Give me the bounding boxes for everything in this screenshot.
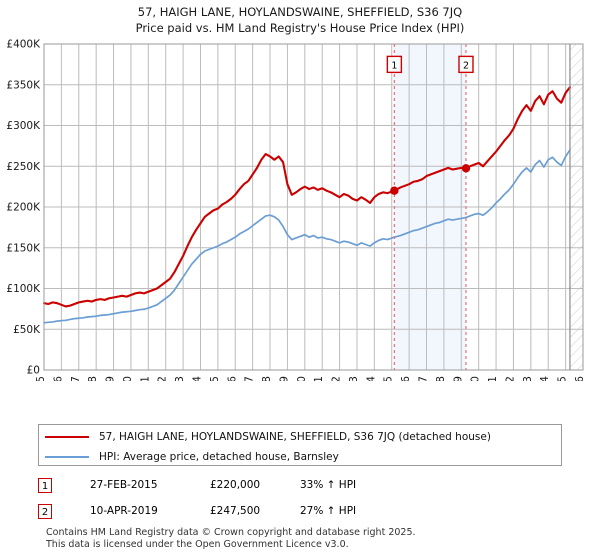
svg-text:1: 1	[391, 60, 397, 71]
sale-hpi-delta-1: 33% ↑ HPI	[300, 479, 357, 491]
svg-text:2024: 2024	[539, 376, 551, 381]
svg-text:£400K: £400K	[6, 39, 41, 51]
svg-text:2017: 2017	[418, 376, 430, 381]
legend-item-hpi: HPI: Average price, detached house, Barn…	[39, 447, 561, 467]
sale-date-1: 27-FEB-2015	[90, 479, 158, 491]
legend-label-property: 57, HAIGH LANE, HOYLANDSWAINE, SHEFFIELD…	[99, 431, 491, 443]
svg-text:£0: £0	[27, 365, 40, 377]
svg-text:1997: 1997	[70, 376, 82, 381]
svg-text:£50K: £50K	[13, 324, 41, 336]
svg-text:£150K: £150K	[6, 242, 41, 254]
title-line-1: 57, HAIGH LANE, HOYLANDSWAINE, SHEFFIELD…	[137, 5, 463, 19]
svg-text:2025: 2025	[557, 376, 569, 381]
svg-text:2014: 2014	[365, 376, 377, 381]
legend-label-hpi: HPI: Average price, detached house, Barn…	[99, 451, 339, 463]
sales-table: 1 27-FEB-2015 £220,000 33% ↑ HPI 2 10-AP…	[38, 472, 468, 524]
chart-legend: 57, HAIGH LANE, HOYLANDSWAINE, SHEFFIELD…	[38, 424, 562, 466]
copyright-footer: Contains HM Land Registry data © Crown c…	[46, 527, 586, 551]
legend-swatch-hpi	[45, 456, 89, 458]
series-lines	[42, 86, 572, 324]
svg-text:2001: 2001	[139, 376, 151, 381]
svg-text:2016: 2016	[400, 376, 412, 381]
svg-text:2: 2	[463, 60, 469, 71]
page-title: 57, HAIGH LANE, HOYLANDSWAINE, SHEFFIELD…	[0, 4, 600, 36]
legend-item-property: 57, HAIGH LANE, HOYLANDSWAINE, SHEFFIELD…	[39, 427, 561, 447]
svg-text:2002: 2002	[157, 376, 169, 381]
title-line-2: Price paid vs. HM Land Registry's House …	[135, 21, 465, 35]
svg-text:2018: 2018	[435, 376, 447, 381]
legend-swatch-property	[45, 436, 89, 438]
sale-hpi-delta-2: 27% ↑ HPI	[300, 505, 357, 517]
gridlines	[43, 43, 584, 371]
svg-text:1998: 1998	[87, 376, 99, 381]
footer-line-1: Contains HM Land Registry data © Crown c…	[46, 527, 416, 538]
svg-text:£250K: £250K	[6, 161, 41, 173]
sale-date-2: 10-APR-2019	[90, 505, 158, 517]
svg-text:£100K: £100K	[6, 283, 41, 295]
svg-text:£300K: £300K	[6, 120, 41, 132]
svg-text:2010: 2010	[296, 376, 308, 381]
sale-marker-badge-2: 2	[38, 503, 52, 519]
svg-text:2012: 2012	[331, 376, 343, 381]
footer-line-2: This data is licensed under the Open Gov…	[46, 539, 349, 550]
svg-text:2006: 2006	[226, 376, 238, 381]
sale-price-1: £220,000	[210, 479, 261, 491]
svg-text:2005: 2005	[209, 376, 221, 381]
svg-text:2023: 2023	[522, 376, 534, 381]
svg-text:£350K: £350K	[6, 79, 41, 91]
plot-frame	[43, 43, 584, 371]
svg-text:2022: 2022	[504, 376, 516, 381]
svg-text:2026: 2026	[574, 376, 586, 381]
sale-price-2: £247,500	[210, 505, 261, 517]
svg-text:2000: 2000	[122, 376, 134, 381]
svg-text:2021: 2021	[487, 376, 499, 381]
svg-text:1999: 1999	[105, 376, 117, 381]
table-row: 2 10-APR-2019 £247,500 27% ↑ HPI	[38, 498, 468, 524]
svg-text:£200K: £200K	[6, 202, 41, 214]
svg-text:2019: 2019	[452, 376, 464, 381]
sale-marker-badge-1: 1	[38, 477, 52, 493]
svg-text:2009: 2009	[278, 376, 290, 381]
svg-text:2004: 2004	[191, 376, 203, 381]
table-row: 1 27-FEB-2015 £220,000 33% ↑ HPI	[38, 472, 468, 498]
axis-labels: £0 £50K £100K £150K £200K £250K £300K £350K £400…	[6, 39, 586, 382]
svg-text:2020: 2020	[470, 376, 482, 381]
svg-text:2011: 2011	[313, 376, 325, 381]
svg-text:2007: 2007	[244, 376, 256, 381]
svg-text:2013: 2013	[348, 376, 360, 381]
svg-text:1995: 1995	[35, 376, 47, 381]
svg-text:2003: 2003	[174, 376, 186, 381]
svg-text:2015: 2015	[383, 376, 395, 381]
svg-text:2008: 2008	[261, 376, 273, 381]
svg-text:1996: 1996	[52, 376, 64, 381]
